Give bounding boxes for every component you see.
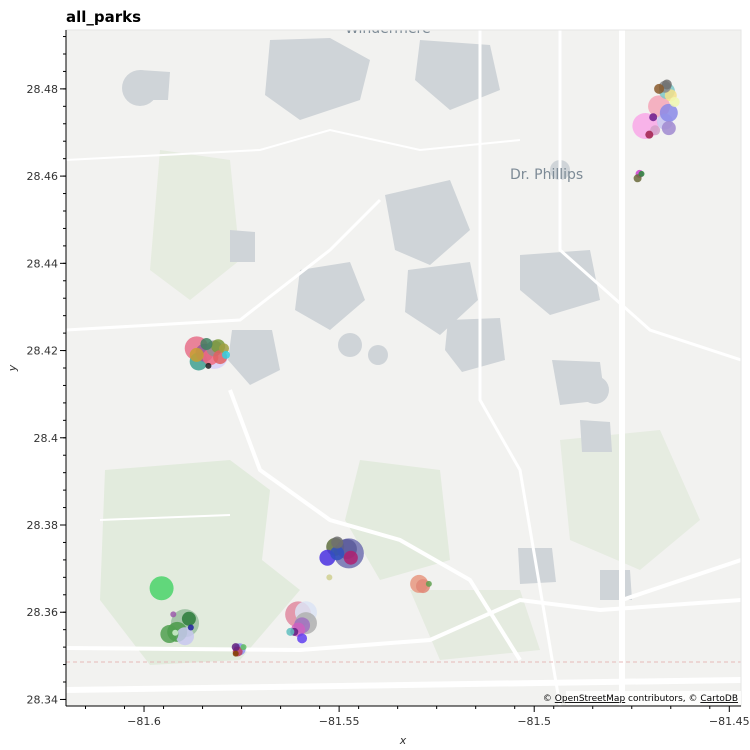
x-tick-label: −81.6	[127, 715, 161, 728]
scatter-point	[330, 546, 345, 561]
scatter-point	[219, 343, 230, 354]
scatter-point	[661, 79, 672, 90]
scatter-point	[205, 362, 212, 369]
scatter-point	[200, 338, 213, 351]
scatter-point	[331, 536, 344, 549]
scatter-point	[149, 576, 174, 601]
map-label-dr-phillips: Dr. Phillips	[510, 167, 583, 183]
scatter-point	[659, 103, 678, 122]
scatter-point	[326, 574, 333, 581]
attribution-prefix: ©	[543, 694, 555, 704]
scatter-point	[638, 170, 645, 177]
scatter-point	[240, 644, 247, 651]
scatter-point	[176, 627, 195, 646]
y-tick-label: 28.34	[27, 693, 59, 706]
chart-title: all_parks	[66, 8, 141, 26]
scatter-point	[343, 550, 358, 565]
scatter-point	[221, 350, 230, 359]
y-tick-label: 28.38	[27, 519, 59, 532]
attribution-carto-link[interactable]: CartoDB	[700, 694, 738, 704]
map-label-windermere: Windermere	[345, 21, 431, 37]
map-attribution: © OpenStreetMap contributors, © CartoDB	[543, 691, 741, 705]
scatter-point	[645, 130, 654, 139]
scatter-point	[649, 113, 658, 122]
scatter-point	[297, 633, 308, 644]
x-axis-ticks: −81.6 −81.55 −81.5 −81.45	[85, 706, 750, 728]
y-axis-ticks: 28.34 28.36 28.38 28.4 28.42 28.44 28.46 28.48	[27, 36, 66, 706]
attribution-osm-link[interactable]: OpenStreetMap	[555, 694, 626, 704]
scatter-point	[231, 643, 240, 652]
scatter-point	[232, 650, 239, 657]
scatter-points	[149, 79, 680, 657]
basemap-tiles: Dr. Phillips Windermere	[66, 21, 741, 706]
attribution-text: © OpenStreetMap contributors, © CartoDB	[543, 694, 738, 704]
y-tick-label: 28.42	[27, 345, 59, 358]
scatter-point	[160, 625, 179, 644]
scatter-point	[669, 96, 680, 107]
scatter-point	[187, 624, 194, 631]
x-axis-label: x	[399, 734, 407, 747]
scatter-point	[181, 611, 196, 626]
y-tick-label: 28.46	[27, 170, 59, 183]
x-tick-label: −81.5	[517, 715, 551, 728]
scatter-point	[661, 121, 676, 136]
attribution-middle: contributors, ©	[625, 694, 700, 704]
scatter-point	[170, 611, 177, 618]
y-tick-label: 28.44	[27, 257, 59, 270]
y-tick-label: 28.36	[27, 606, 59, 619]
scatter-point	[286, 627, 295, 636]
scatter-point	[633, 174, 642, 183]
x-tick-label: −81.45	[709, 715, 750, 728]
y-axis-label: y	[6, 364, 19, 372]
scatter-point	[189, 347, 204, 362]
y-tick-label: 28.48	[27, 83, 59, 96]
y-tick-label: 28.4	[34, 432, 59, 445]
scatter-point	[425, 580, 432, 587]
x-tick-label: −81.55	[319, 715, 360, 728]
scatter-point	[654, 83, 665, 94]
scatter-point	[172, 629, 179, 636]
